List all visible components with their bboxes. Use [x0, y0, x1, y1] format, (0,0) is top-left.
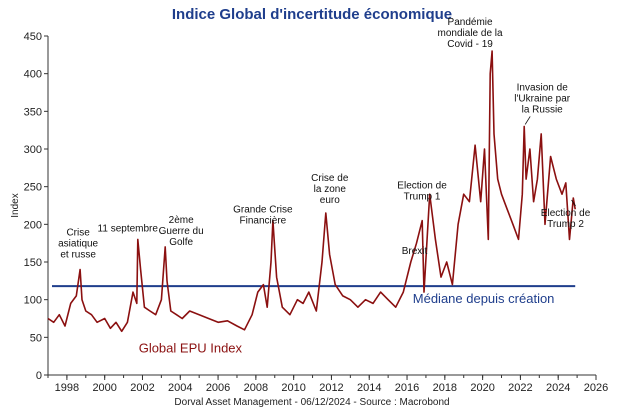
annotation-label: Crise de: [311, 173, 349, 184]
x-tick-label: 2000: [92, 382, 116, 394]
x-tick-label: 1998: [55, 382, 79, 394]
y-tick-label: 150: [24, 257, 42, 269]
annotation-label: la zone: [314, 184, 347, 195]
x-tick-label: 2024: [546, 382, 570, 394]
y-tick-label: 350: [24, 106, 42, 118]
annotation-label: Covid - 19: [447, 39, 493, 50]
annotation-arrow: [571, 199, 576, 207]
annotation-label: 11 septembre: [98, 223, 159, 234]
y-tick-label: 450: [24, 31, 42, 43]
y-tick-label: 250: [24, 182, 42, 194]
annotation-label: Invasion de: [517, 82, 569, 93]
annotation-label: mondiale de la: [438, 28, 503, 39]
annotation-label: Brexit: [402, 246, 428, 257]
x-tick-label: 2014: [357, 382, 381, 394]
x-tick-label: 2016: [395, 382, 419, 394]
y-tick-label: 300: [24, 144, 42, 156]
annotation-label: Financière: [240, 216, 287, 227]
y-tick-label: 400: [24, 69, 42, 81]
annotation-label: l'Ukraine par: [514, 93, 570, 104]
x-tick-label: 2006: [206, 382, 230, 394]
annotation-label: Guerre du: [159, 226, 204, 237]
x-tick-label: 2026: [584, 382, 608, 394]
annotation-label: asiatique: [58, 239, 98, 250]
median-label: Médiane depuis création: [413, 291, 555, 306]
annotation-label: et russe: [60, 250, 96, 261]
y-tick-label: 200: [24, 219, 42, 231]
x-tick-label: 2008: [244, 382, 268, 394]
source-note: Dorval Asset Management - 06/12/2024 - S…: [174, 397, 450, 408]
x-tick-label: 2020: [470, 382, 494, 394]
annotation-label: Trump 1: [404, 192, 441, 203]
annotation-label: la Russie: [522, 104, 564, 115]
series-label: Global EPU Index: [139, 340, 243, 355]
x-tick-label: 2004: [168, 382, 192, 394]
annotation-label: Election de: [541, 208, 591, 219]
y-axis-label: Index: [10, 193, 21, 217]
y-tick-label: 0: [36, 370, 42, 382]
y-tick-label: 100: [24, 295, 42, 307]
annotation-label: Golfe: [169, 237, 193, 248]
annotation-label: Trump 2: [547, 219, 584, 230]
annotation-label: Pandémie: [448, 17, 493, 28]
annotation-arrow: [524, 116, 531, 125]
annotation-label: Election de: [397, 181, 447, 192]
series-line-global-epu: [47, 50, 576, 333]
x-tick-label: 2012: [319, 382, 343, 394]
x-tick-label: 2002: [130, 382, 154, 394]
x-tick-label: 2018: [433, 382, 457, 394]
annotation-label: Grande Crise: [233, 205, 293, 216]
x-tick-label: 2010: [281, 382, 305, 394]
annotation-label: euro: [320, 195, 340, 206]
y-tick-label: 50: [30, 332, 42, 344]
annotation-label: 2ème: [169, 215, 194, 226]
annotation-label: Crise: [66, 228, 90, 239]
chart-title: Indice Global d'incertitude économique: [171, 6, 453, 23]
x-tick-label: 2022: [508, 382, 532, 394]
